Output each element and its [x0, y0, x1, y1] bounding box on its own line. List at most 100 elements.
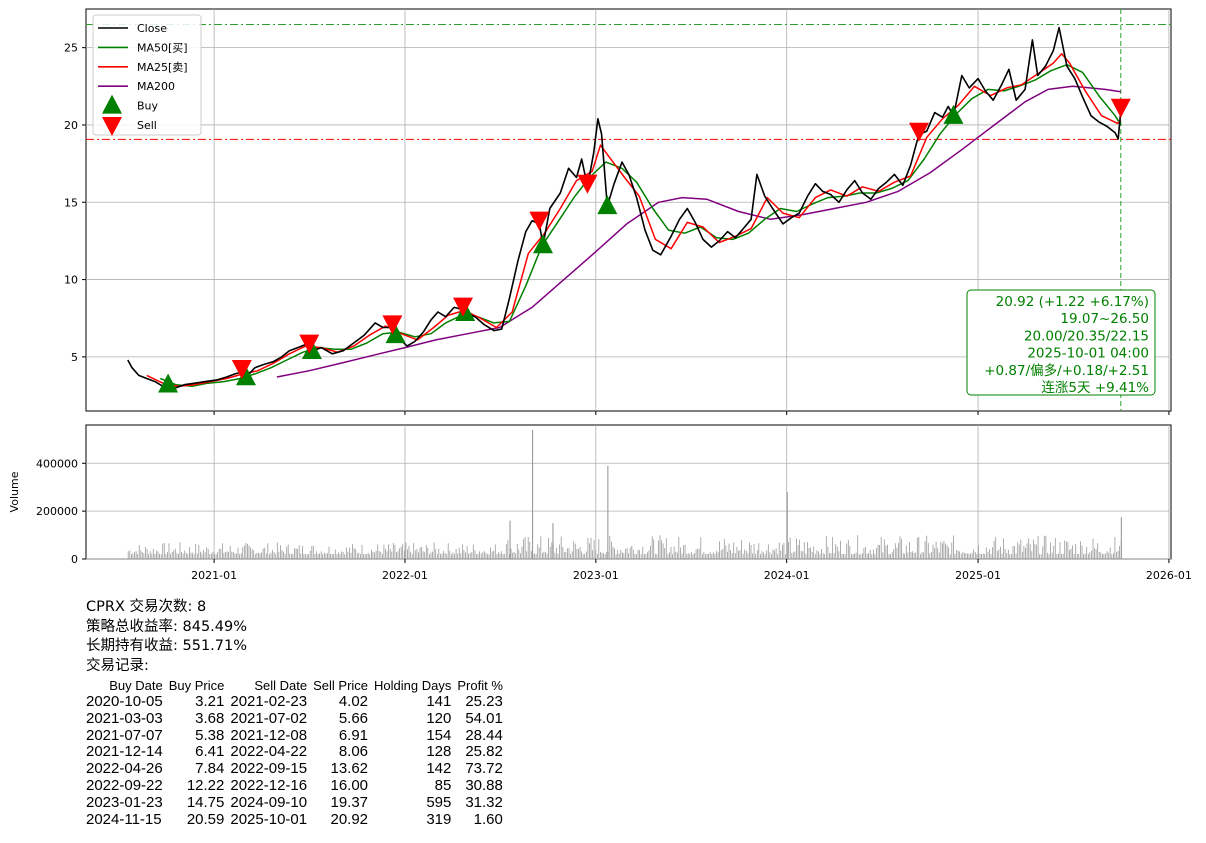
- volume-bar: [527, 537, 529, 559]
- sell-marker: [577, 174, 598, 194]
- volume-bar: [818, 551, 819, 559]
- volume-bar: [247, 543, 248, 559]
- volume-bar: [711, 554, 713, 559]
- volume-bar: [424, 551, 426, 559]
- quote-annotation-box: 20.92 (+1.22 +6.17%)19.07~26.5020.00/20.…: [966, 289, 1156, 396]
- volume-bar: [394, 544, 396, 559]
- volume-bar: [507, 540, 509, 559]
- volume-bar: [1084, 553, 1086, 559]
- volume-bar: [494, 544, 496, 559]
- volume-bar: [846, 543, 848, 559]
- volume-bar: [167, 551, 168, 559]
- volume-bar: [985, 547, 987, 559]
- volume-bar: [1006, 553, 1008, 559]
- volume-bar: [254, 554, 256, 559]
- volume-bar: [841, 554, 843, 559]
- volume-bar: [380, 552, 382, 559]
- volume-bar: [328, 546, 330, 559]
- volume-bar: [808, 547, 810, 559]
- cell-sell-date: 2022-12-16: [230, 776, 308, 794]
- volume-bar: [444, 553, 446, 559]
- volume-bar: [416, 549, 418, 559]
- volume-bar: [1086, 546, 1088, 559]
- volume-bar: [661, 540, 662, 559]
- volume-bar: [146, 549, 148, 559]
- volume-bar: [989, 549, 990, 559]
- volume-bar: [1072, 545, 1073, 559]
- volume-bar: [637, 549, 639, 559]
- legend-label: Close: [137, 22, 167, 35]
- volume-bar: [615, 554, 617, 559]
- volume-bar: [134, 551, 135, 559]
- volume-bar: [312, 545, 314, 559]
- volume-bar: [691, 552, 692, 559]
- cell-sell-date: 2022-04-22: [230, 743, 308, 761]
- volume-bar: [592, 550, 593, 559]
- volume-bar: [957, 550, 959, 559]
- volume-bar: [705, 554, 706, 559]
- volume-bar: [162, 543, 164, 559]
- volume-bar: [799, 539, 800, 559]
- cell-holding-days: 595: [426, 793, 452, 811]
- volume-bar: [223, 553, 225, 559]
- volume-bar: [386, 551, 388, 559]
- volume-bar: [289, 553, 291, 559]
- volume-bar: [698, 548, 700, 559]
- volume-bar: [825, 535, 827, 559]
- volume-bar: [727, 551, 728, 559]
- volume-bar: [154, 553, 156, 559]
- volume-bar: [148, 554, 149, 559]
- volume-bar: [472, 544, 474, 559]
- cell-sell-date: 2021-02-23: [230, 693, 308, 710]
- volume-bar: [308, 554, 309, 559]
- annotation-line: 2025-10-01 04:00: [1027, 346, 1149, 362]
- volume-bar: [242, 547, 244, 559]
- volume-bar: [918, 536, 920, 559]
- volume-bar: [1105, 553, 1106, 559]
- volume-bar: [662, 543, 664, 559]
- volume-bar: [582, 554, 584, 559]
- volume-bar: [168, 543, 170, 559]
- volume-bar: [761, 551, 763, 559]
- volume-bar: [302, 546, 303, 559]
- volume-bar: [576, 548, 578, 559]
- volume-bar: [389, 548, 391, 559]
- volume-bar: [369, 554, 371, 559]
- volume-bar: [543, 551, 545, 559]
- volume-bar: [1039, 554, 1040, 559]
- volume-bar: [873, 549, 874, 559]
- cell-sell-price: 16.00: [330, 776, 369, 794]
- volume-bar: [1108, 552, 1110, 559]
- volume-bar: [716, 551, 717, 559]
- volume-bar: [720, 550, 722, 559]
- volume-bar: [403, 550, 405, 559]
- cell-sell-price: 5.66: [338, 709, 369, 727]
- volume-bar: [888, 554, 890, 559]
- series-line-close: [127, 26, 1122, 389]
- volume-bar: [910, 552, 912, 559]
- cell-buy-price: 5.38: [195, 726, 225, 744]
- volume-bar: [869, 549, 871, 559]
- annotation-line: +0.87/偏多/+0.18/+2.51: [984, 362, 1149, 379]
- volume-bar: [811, 551, 813, 559]
- volume-bar: [976, 554, 978, 559]
- volume-bar: [868, 553, 869, 559]
- volume-bar: [643, 554, 645, 559]
- volume-bar: [476, 554, 477, 559]
- volume-bar: [259, 553, 261, 559]
- volume-bar: [880, 537, 882, 559]
- volume-bar: [780, 550, 782, 559]
- volume-bar: [447, 543, 449, 559]
- x-tick-label: 2021-01: [191, 569, 237, 582]
- volume-bar: [789, 537, 791, 559]
- volume-bar: [891, 552, 893, 559]
- volume-bar: [405, 542, 407, 559]
- volume-bar: [549, 546, 551, 559]
- cell-buy-date: 2022-09-22: [86, 776, 163, 794]
- volume-bar: [269, 554, 270, 559]
- legend-label: MA200: [137, 80, 175, 93]
- volume-bar: [700, 537, 702, 559]
- legend-frame: [92, 14, 202, 136]
- volume-bar: [651, 536, 653, 559]
- buy-marker: [597, 195, 618, 215]
